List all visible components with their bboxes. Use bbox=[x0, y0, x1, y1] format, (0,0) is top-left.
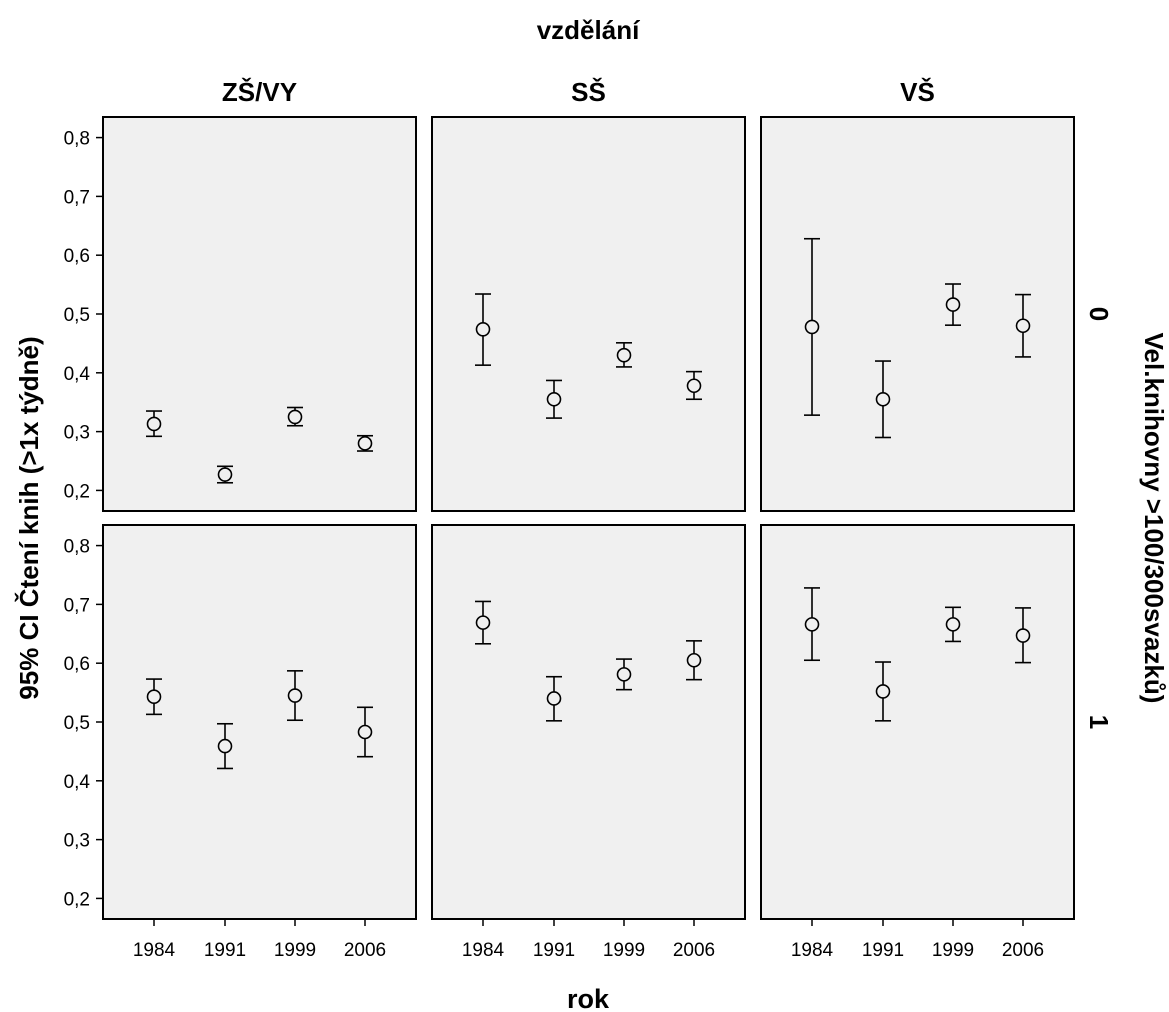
mean-point bbox=[475, 615, 491, 630]
y-tick-label: 0,4 bbox=[64, 364, 91, 385]
y-tick-label: 0,7 bbox=[64, 595, 90, 616]
mean-point bbox=[217, 467, 233, 482]
mean-point bbox=[945, 297, 961, 312]
panel-frame bbox=[760, 524, 1075, 920]
x-tick-label: 1999 bbox=[603, 940, 645, 961]
x-tick-label: 2006 bbox=[673, 940, 715, 961]
error-bar-group bbox=[804, 587, 820, 662]
mean-point bbox=[287, 688, 303, 703]
error-bar-group bbox=[804, 237, 820, 416]
y-tick-label: 0,2 bbox=[64, 481, 90, 502]
x-tick-label: 1991 bbox=[533, 940, 575, 961]
mean-point bbox=[217, 738, 233, 754]
x-tick-label: 1999 bbox=[932, 940, 974, 961]
error-bar-group bbox=[1015, 607, 1031, 664]
x-tick-label: 1991 bbox=[204, 940, 246, 961]
panels-layer: ZŠ/VY SŠ VŠ 0 1 0,2 0,3 0,4 0,5 0,6 0,7 0,8 0,2 0,3 0,… bbox=[64, 77, 1114, 961]
error-bar-group bbox=[217, 722, 233, 770]
error-bar-group bbox=[287, 406, 303, 427]
x-tick-label: 1984 bbox=[133, 940, 176, 961]
mean-point bbox=[146, 689, 162, 705]
panel-frame bbox=[431, 524, 746, 920]
panel-frame bbox=[102, 116, 417, 512]
y-tick-label: 0,3 bbox=[64, 423, 90, 444]
column-header: ZŠ/VY bbox=[222, 77, 297, 107]
column-header: VŠ bbox=[900, 77, 935, 107]
error-bar-group bbox=[875, 661, 891, 722]
x-tick-label: 2006 bbox=[344, 940, 386, 961]
mean-point bbox=[945, 617, 961, 632]
mean-point bbox=[357, 436, 373, 451]
row-header: 1 bbox=[1084, 715, 1114, 729]
mean-point bbox=[146, 416, 162, 432]
panel-frame bbox=[102, 524, 417, 920]
mean-point bbox=[804, 617, 820, 632]
error-bar-group bbox=[146, 678, 162, 716]
y-tick-label: 0,2 bbox=[64, 889, 90, 910]
error-bar-group bbox=[616, 658, 632, 691]
error-bar-group bbox=[875, 360, 891, 439]
mean-point bbox=[686, 652, 702, 668]
error-bar-group bbox=[546, 379, 562, 419]
column-title: vzdělání bbox=[537, 15, 640, 45]
mean-point bbox=[686, 378, 702, 394]
mean-point bbox=[1015, 628, 1031, 643]
x-tick-label: 2006 bbox=[1002, 940, 1044, 961]
mean-point bbox=[616, 667, 632, 682]
error-bar-group bbox=[475, 600, 491, 645]
mean-point bbox=[875, 391, 891, 407]
column-header: SŠ bbox=[571, 77, 606, 107]
panel-frame bbox=[431, 116, 746, 512]
mean-point bbox=[1015, 318, 1031, 334]
y-tick-label: 0,6 bbox=[64, 654, 90, 675]
error-bar-group bbox=[1015, 293, 1031, 358]
x-tick-label: 1991 bbox=[862, 940, 904, 961]
mean-point bbox=[357, 724, 373, 740]
error-bar-group bbox=[287, 670, 303, 722]
x-tick-label: 1984 bbox=[462, 940, 505, 961]
mean-point bbox=[875, 684, 891, 699]
row-title: Vel.knihovny >100/300svazků) bbox=[1139, 333, 1169, 704]
y-tick-label: 0,8 bbox=[64, 129, 90, 150]
y-tick-label: 0,5 bbox=[64, 305, 90, 326]
y-tick-label: 0,4 bbox=[64, 772, 91, 793]
y-tick-label: 0,5 bbox=[64, 713, 90, 734]
error-bar-group bbox=[357, 434, 373, 452]
mean-point bbox=[546, 691, 562, 706]
error-bar-group bbox=[686, 640, 702, 681]
error-bar-group bbox=[616, 342, 632, 368]
error-bar-group bbox=[357, 706, 373, 758]
mean-point bbox=[546, 391, 562, 407]
x-tick-label: 1984 bbox=[791, 940, 834, 961]
mean-point bbox=[287, 409, 303, 425]
mean-point bbox=[616, 347, 632, 363]
x-tick-label: 1999 bbox=[274, 940, 316, 961]
error-bar-group bbox=[945, 283, 961, 326]
y-tick-label: 0,7 bbox=[64, 187, 90, 208]
error-bar-group bbox=[475, 293, 491, 366]
mean-point bbox=[475, 321, 491, 337]
error-bar-group bbox=[146, 410, 162, 438]
y-axis-label: 95% CI Čtení knih (>1x týdně) bbox=[14, 336, 44, 699]
mean-point bbox=[804, 319, 820, 335]
error-bar-group bbox=[217, 465, 233, 484]
error-bar-group bbox=[546, 675, 562, 722]
panel-frame bbox=[760, 116, 1075, 512]
row-header: 0 bbox=[1084, 307, 1114, 321]
error-bar-group bbox=[945, 606, 961, 643]
y-tick-label: 0,8 bbox=[64, 537, 90, 558]
error-bar-group bbox=[686, 370, 702, 401]
y-tick-label: 0,6 bbox=[64, 246, 90, 267]
y-tick-label: 0,3 bbox=[64, 831, 90, 852]
x-axis-label: rok bbox=[567, 984, 610, 1012]
